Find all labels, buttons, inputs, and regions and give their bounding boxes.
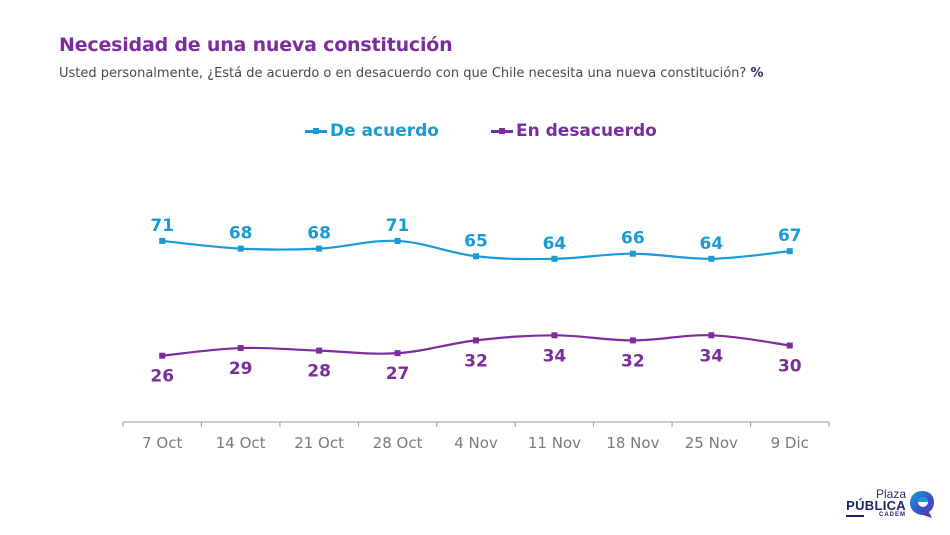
data-label-de-acuerdo: 71 (150, 216, 174, 236)
data-label-de-acuerdo: 64 (699, 234, 723, 254)
data-point-de-acuerdo (473, 253, 479, 260)
data-label-en-desacuerdo: 32 (464, 351, 488, 371)
data-point-en-desacuerdo (394, 350, 401, 357)
legend-item-de-acuerdo: De acuerdo (305, 121, 439, 141)
x-tick-label: 11 Nov (528, 434, 581, 452)
data-label-en-desacuerdo: 30 (778, 357, 802, 377)
data-point-de-acuerdo (551, 255, 558, 262)
chart-title: Necesidad de una nueva constitución (59, 34, 453, 56)
data-label-en-desacuerdo: 29 (229, 359, 253, 379)
x-tick-label: 28 Oct (373, 434, 423, 452)
data-point-en-desacuerdo (629, 337, 636, 344)
data-label-de-acuerdo: 65 (464, 231, 488, 251)
data-point-en-desacuerdo (237, 345, 244, 352)
data-label-en-desacuerdo: 26 (150, 367, 174, 387)
data-point-de-acuerdo (708, 255, 715, 262)
data-point-de-acuerdo (394, 237, 401, 244)
plaza-publica-cadem-logo: Plaza PÚBLICA CADEM (840, 487, 940, 527)
data-point-de-acuerdo (159, 237, 166, 244)
logo-cadem: CADEM (879, 512, 906, 518)
data-label-en-desacuerdo: 34 (699, 346, 723, 366)
data-label-en-desacuerdo: 28 (307, 362, 331, 382)
x-tick-label: 25 Nov (685, 434, 738, 452)
x-tick-label: 14 Oct (216, 434, 266, 452)
data-label-en-desacuerdo: 27 (386, 364, 410, 384)
x-tick-label: 4 Nov (454, 434, 498, 452)
data-point-en-desacuerdo (786, 342, 793, 349)
legend: De acuerdo En desacuerdo (305, 121, 657, 141)
data-label-de-acuerdo: 64 (543, 234, 567, 254)
data-point-de-acuerdo (237, 245, 244, 252)
data-point-en-desacuerdo (316, 347, 323, 354)
data-point-de-acuerdo (629, 250, 636, 257)
data-point-de-acuerdo (316, 245, 323, 252)
data-point-en-desacuerdo (159, 352, 166, 359)
logo-plaza: Plaza (875, 487, 906, 501)
legend-swatch-en-desacuerdo (490, 127, 513, 134)
legend-swatch-de-acuerdo (305, 127, 327, 134)
x-tick-label: 7 Oct (142, 434, 182, 452)
data-label-de-acuerdo: 68 (229, 224, 253, 244)
data-label-de-acuerdo: 67 (778, 226, 802, 246)
data-label-de-acuerdo: 71 (386, 216, 410, 236)
legend-label-de-acuerdo: De acuerdo (330, 121, 439, 141)
logo-bar (846, 515, 864, 517)
chart-subtitle: Usted personalmente, ¿Está de acuerdo o … (59, 66, 763, 81)
data-label-en-desacuerdo: 34 (543, 346, 567, 366)
legend-label-en-desacuerdo: En desacuerdo (515, 121, 657, 141)
data-point-de-acuerdo (786, 248, 793, 255)
data-label-de-acuerdo: 68 (307, 224, 331, 244)
data-point-en-desacuerdo (708, 332, 715, 339)
legend-item-en-desacuerdo: En desacuerdo (490, 121, 657, 141)
data-point-en-desacuerdo (473, 337, 479, 344)
speech-bubble-logo-icon (910, 491, 934, 518)
data-label-en-desacuerdo: 32 (621, 351, 645, 371)
subtitle-text: Usted personalmente, ¿Está de acuerdo o … (59, 66, 747, 81)
x-tick-label: 18 Nov (606, 434, 659, 452)
data-label-de-acuerdo: 66 (621, 229, 645, 249)
logo-publica: PÚBLICA (846, 498, 906, 513)
data-point-en-desacuerdo (551, 332, 558, 339)
x-tick-label: 21 Oct (294, 434, 344, 452)
x-tick-label: 9 Dic (771, 434, 809, 452)
unit-label: % (750, 66, 764, 81)
